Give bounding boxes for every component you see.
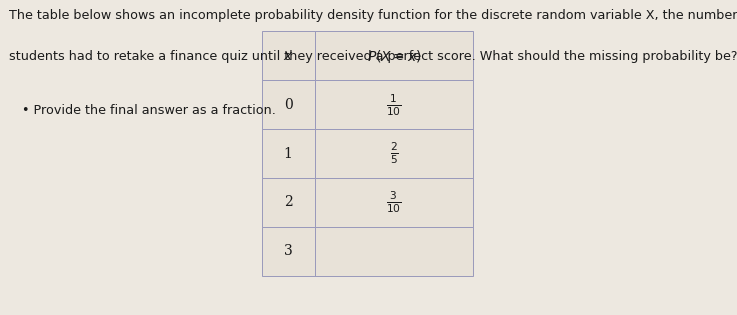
Bar	[262, 80, 315, 129]
Text: • Provide the final answer as a fraction.: • Provide the final answer as a fraction…	[22, 104, 276, 117]
Bar	[262, 32, 315, 80]
Bar	[262, 178, 315, 227]
Text: $\frac{3}{10}$: $\frac{3}{10}$	[386, 190, 402, 215]
Bar	[315, 227, 473, 276]
Bar	[262, 227, 315, 276]
Bar	[262, 129, 315, 178]
Text: 1: 1	[284, 146, 293, 161]
Text: $x$: $x$	[283, 49, 293, 63]
Text: 3: 3	[284, 244, 293, 258]
Text: students had to retake a finance quiz until they received a perfect score. What : students had to retake a finance quiz un…	[9, 50, 737, 63]
Text: 0: 0	[284, 98, 293, 112]
Bar	[315, 32, 473, 80]
Text: The table below shows an incomplete probability density function for the discret: The table below shows an incomplete prob…	[9, 9, 737, 22]
Bar	[315, 129, 473, 178]
Bar	[315, 80, 473, 129]
Text: $P(X = x)$: $P(X = x)$	[366, 48, 422, 64]
Text: 2: 2	[284, 195, 293, 209]
Text: $\frac{2}{5}$: $\frac{2}{5}$	[390, 141, 398, 166]
Bar	[315, 178, 473, 227]
Text: $\frac{1}{10}$: $\frac{1}{10}$	[386, 92, 402, 117]
